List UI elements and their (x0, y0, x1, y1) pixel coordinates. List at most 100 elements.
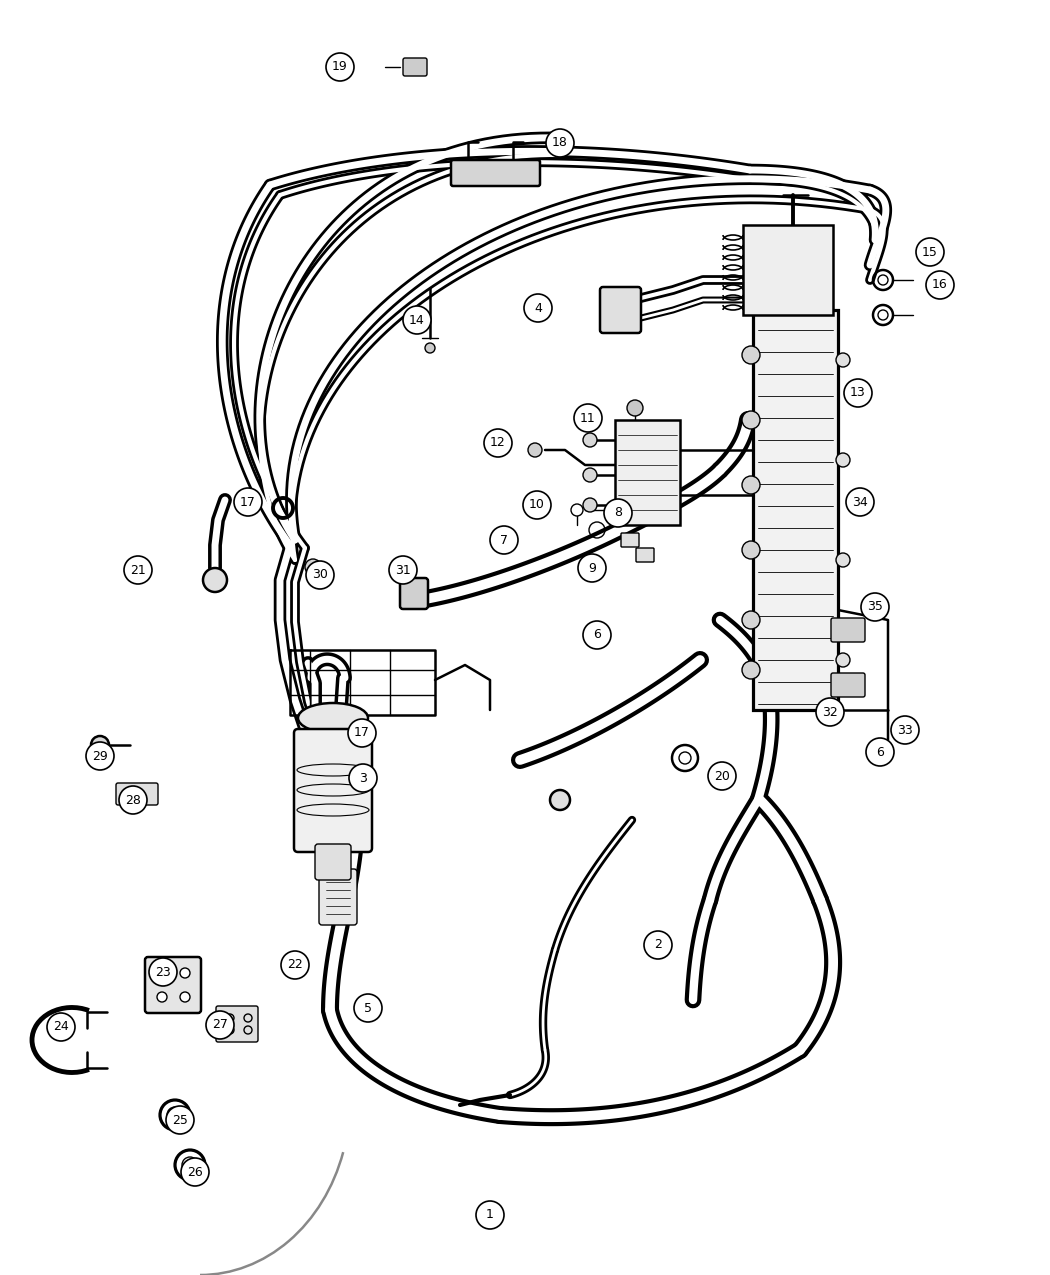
Circle shape (583, 434, 597, 448)
Text: 30: 30 (312, 569, 328, 581)
Circle shape (742, 611, 760, 629)
Circle shape (158, 968, 167, 978)
Circle shape (354, 994, 382, 1023)
Circle shape (425, 343, 435, 353)
Circle shape (166, 1105, 194, 1133)
Text: 12: 12 (490, 436, 506, 450)
Circle shape (916, 238, 944, 266)
Circle shape (490, 527, 518, 555)
Circle shape (47, 1014, 75, 1040)
Text: 20: 20 (714, 770, 730, 783)
Circle shape (149, 958, 177, 986)
Text: 23: 23 (155, 965, 171, 978)
Circle shape (348, 719, 376, 747)
Circle shape (574, 404, 602, 432)
Circle shape (86, 742, 114, 770)
Circle shape (926, 272, 954, 300)
Text: 32: 32 (822, 705, 838, 719)
Circle shape (644, 931, 672, 959)
Ellipse shape (298, 703, 368, 733)
Text: 24: 24 (54, 1020, 69, 1034)
FancyBboxPatch shape (831, 673, 865, 697)
Text: 6: 6 (593, 629, 601, 641)
Circle shape (578, 555, 606, 581)
FancyBboxPatch shape (145, 958, 201, 1014)
FancyBboxPatch shape (621, 533, 639, 547)
Text: 2: 2 (654, 938, 662, 951)
Circle shape (583, 468, 597, 482)
Circle shape (524, 295, 552, 323)
Text: 35: 35 (867, 601, 883, 613)
FancyBboxPatch shape (319, 870, 357, 924)
Text: 13: 13 (850, 386, 866, 399)
Text: 5: 5 (364, 1001, 372, 1015)
Circle shape (604, 499, 632, 527)
FancyBboxPatch shape (753, 310, 838, 710)
Circle shape (836, 653, 851, 667)
Circle shape (180, 992, 190, 1002)
Circle shape (846, 488, 874, 516)
Circle shape (546, 129, 574, 157)
Text: 18: 18 (552, 136, 568, 149)
FancyBboxPatch shape (116, 783, 158, 805)
Circle shape (523, 491, 551, 519)
Circle shape (844, 379, 872, 407)
Circle shape (158, 992, 167, 1002)
Text: 6: 6 (876, 746, 884, 759)
Circle shape (206, 1011, 234, 1039)
FancyBboxPatch shape (743, 224, 833, 315)
FancyBboxPatch shape (636, 548, 654, 562)
Circle shape (836, 453, 851, 467)
Circle shape (742, 660, 760, 680)
Circle shape (891, 717, 919, 745)
Circle shape (742, 346, 760, 363)
Text: 19: 19 (332, 60, 348, 74)
Circle shape (476, 1201, 504, 1229)
FancyBboxPatch shape (831, 618, 865, 643)
Circle shape (349, 764, 377, 792)
Circle shape (878, 275, 888, 286)
Circle shape (679, 752, 691, 764)
FancyBboxPatch shape (615, 419, 680, 525)
Circle shape (326, 54, 354, 82)
Circle shape (281, 951, 309, 979)
Text: 15: 15 (922, 246, 938, 259)
Circle shape (403, 306, 430, 334)
Text: 34: 34 (853, 496, 868, 509)
Text: 11: 11 (580, 412, 596, 425)
Circle shape (571, 504, 583, 516)
Circle shape (167, 1107, 183, 1123)
Circle shape (484, 428, 512, 456)
Text: 21: 21 (130, 564, 146, 576)
Circle shape (304, 558, 321, 575)
Text: 33: 33 (897, 723, 912, 737)
Text: 27: 27 (212, 1019, 228, 1031)
FancyBboxPatch shape (452, 159, 540, 186)
Circle shape (234, 488, 262, 516)
Text: 25: 25 (172, 1113, 188, 1127)
Circle shape (91, 736, 109, 754)
Circle shape (583, 499, 597, 513)
Text: 1: 1 (486, 1209, 494, 1221)
Text: 26: 26 (187, 1165, 203, 1178)
Text: 28: 28 (125, 793, 141, 807)
FancyBboxPatch shape (403, 57, 427, 76)
Text: 3: 3 (359, 771, 366, 784)
Text: 22: 22 (287, 959, 302, 972)
Text: 14: 14 (410, 314, 425, 326)
FancyBboxPatch shape (216, 1006, 258, 1042)
Circle shape (119, 785, 147, 813)
Circle shape (836, 353, 851, 367)
Circle shape (816, 697, 844, 725)
Text: 17: 17 (354, 727, 370, 739)
Text: 31: 31 (395, 564, 411, 576)
Circle shape (836, 553, 851, 567)
Circle shape (627, 400, 643, 416)
Circle shape (742, 476, 760, 493)
FancyBboxPatch shape (294, 729, 372, 852)
Circle shape (866, 738, 894, 766)
Text: 8: 8 (614, 506, 622, 519)
Circle shape (878, 310, 888, 320)
Text: 9: 9 (588, 561, 596, 575)
Circle shape (528, 442, 542, 456)
